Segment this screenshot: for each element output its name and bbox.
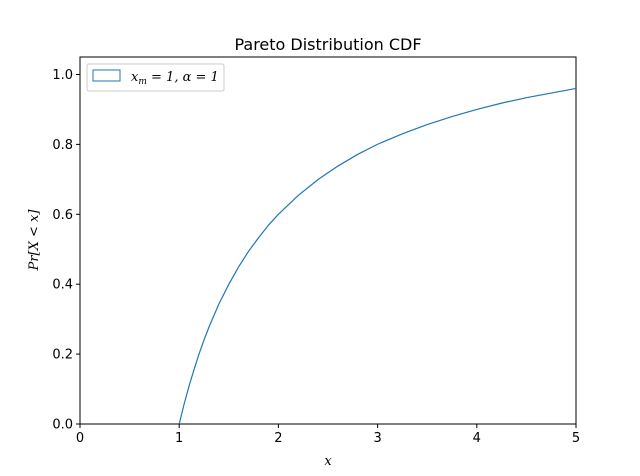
legend: xm = 1, α = 1 [86, 63, 225, 92]
legend-label-main: x [131, 70, 139, 85]
plot-frame [79, 56, 577, 425]
legend-label: xm = 1, α = 1 [131, 70, 219, 87]
x-tick-label: 2 [274, 431, 282, 446]
y-tick-label: 0.2 [52, 348, 73, 363]
legend-swatch [92, 69, 121, 82]
x-tick-label: 1 [175, 431, 183, 446]
y-ticks: 0.0 0.2 0.4 0.6 0.8 1.0 [52, 68, 80, 433]
x-ticks: 0 1 2 3 4 5 [76, 424, 580, 446]
y-tick-label: 1.0 [52, 68, 73, 83]
y-tick-label: 0.4 [52, 278, 73, 293]
chart-title: Pareto Distribution CDF [234, 35, 421, 54]
y-tick-label: 0.0 [52, 418, 73, 433]
x-axis-label: x [324, 454, 332, 469]
x-tick-label: 0 [76, 431, 84, 446]
y-axis-label: Pr[X < x] [27, 209, 42, 272]
x-tick-label: 3 [373, 431, 381, 446]
legend-label-sub: m [138, 77, 147, 87]
series-line-pareto [178, 87, 577, 425]
y-tick-label: 0.6 [52, 208, 73, 223]
legend-box [86, 63, 225, 92]
y-tick-label: 0.8 [52, 138, 73, 153]
x-tick-label: 5 [572, 431, 580, 446]
legend-label-rest: = 1, α = 1 [147, 70, 219, 85]
x-tick-label: 4 [473, 431, 481, 446]
